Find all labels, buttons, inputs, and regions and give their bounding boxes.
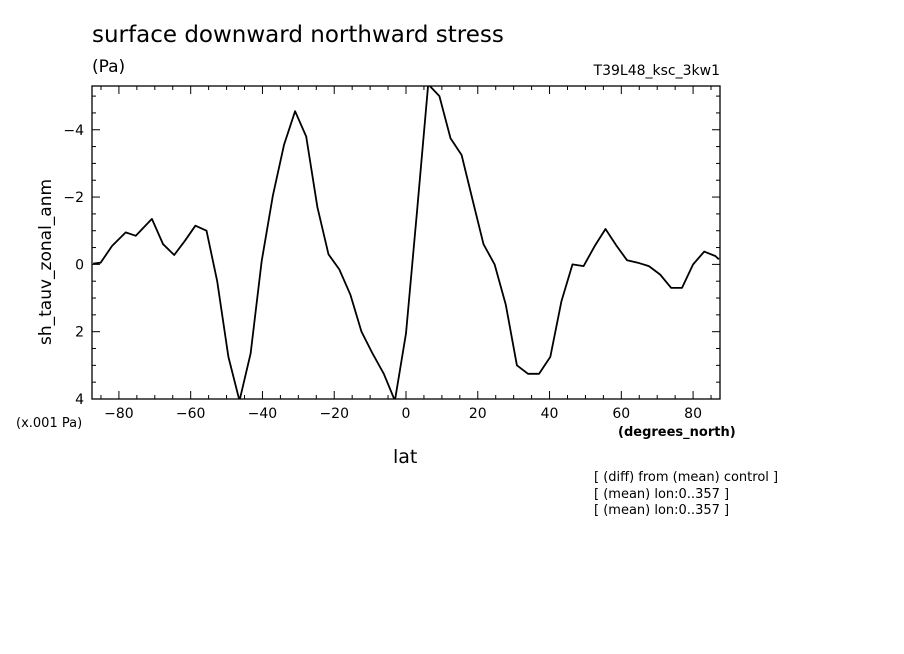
note-mean-lon-1: [ (mean) lon:0..357 ] [594, 487, 730, 502]
chart-units: (Pa) [92, 57, 126, 77]
x-tick-label: −80 [104, 406, 134, 422]
y-tick-label: 2 [75, 325, 84, 341]
x-tick-label: 0 [402, 406, 411, 422]
x-tick-label: −20 [319, 406, 349, 422]
x-axis-label: lat [393, 446, 418, 468]
y-tick-label: −4 [63, 123, 84, 139]
y-tick-label: 4 [75, 392, 84, 408]
y-tick-label: −2 [63, 190, 84, 206]
x-tick-label: 20 [469, 406, 487, 422]
run-id-label: T39L48_ksc_3kw1 [593, 63, 720, 79]
x-tick-label: −40 [248, 406, 278, 422]
x-tick-label: 80 [684, 406, 702, 422]
y-tick-label: 0 [75, 257, 84, 273]
x-axis-units: (degrees_north) [618, 425, 736, 440]
note-mean-lon-2: [ (mean) lon:0..357 ] [594, 503, 730, 518]
note-diff: [ (diff) from (mean) control ] [594, 470, 779, 485]
x-tick-label: −60 [176, 406, 206, 422]
plot-frame [91, 85, 721, 400]
y-scale-note: (x.001 Pa) [16, 416, 83, 431]
x-tick-label: 60 [612, 406, 630, 422]
chart-title: surface downward northward stress [92, 22, 504, 48]
x-tick-label: 40 [541, 406, 559, 422]
data-series-line [92, 86, 720, 399]
